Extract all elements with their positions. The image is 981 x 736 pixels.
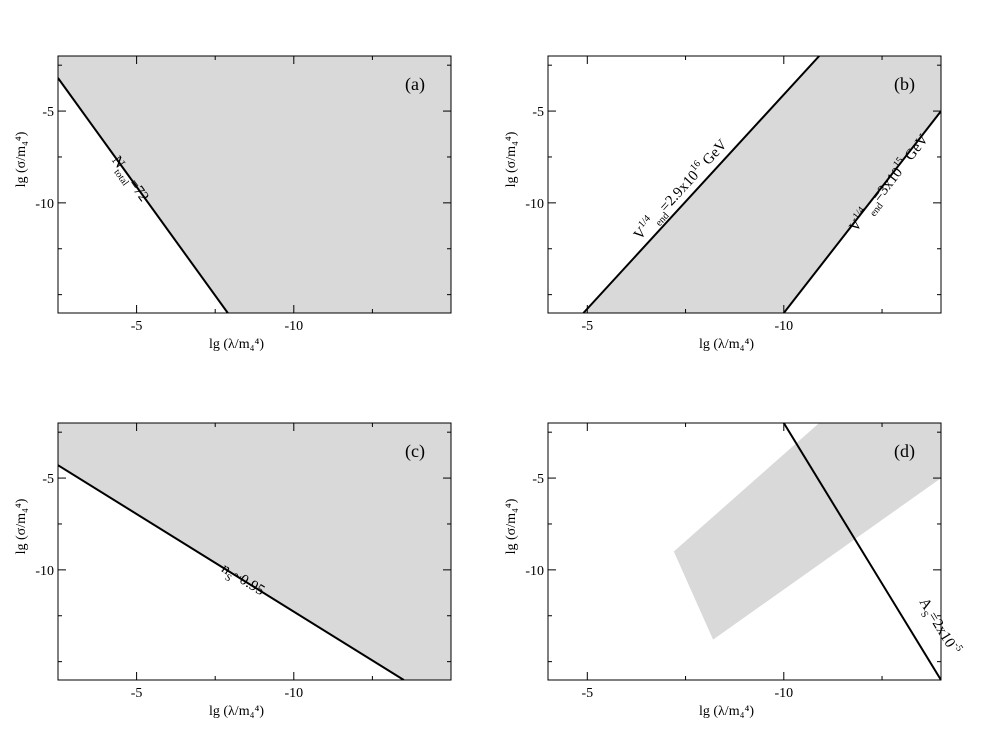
x-tick-label: -10 (284, 686, 303, 701)
x-tick-label: -5 (581, 319, 593, 334)
plot-frame (57, 422, 452, 681)
panel-d: -5 -10 -5 -10 lg (λ/m₄⁴) lg (σ/m₄⁴) (d) AS=2x10… (504, 422, 965, 719)
x-tick-label: -10 (774, 319, 793, 334)
panel-tag: (b) (894, 74, 915, 95)
y-tick-label: -10 (525, 564, 544, 579)
y-tick-label: -10 (35, 564, 54, 579)
x-tick-label: -10 (774, 686, 793, 701)
plot-frame (57, 55, 452, 314)
plot-area (582, 56, 941, 313)
panel-tag: (c) (405, 441, 425, 462)
x-axis-label: lg (λ/m₄⁴) (209, 704, 264, 719)
boundary-line (783, 110, 941, 313)
y-tick-label: -10 (35, 197, 54, 212)
x-tick-label: -5 (131, 686, 143, 701)
x-axis-label: lg (λ/m₄⁴) (699, 337, 754, 352)
boundary-line (58, 77, 229, 313)
shaded-region (583, 56, 941, 313)
y-axis-label: lg (σ/m₄⁴) (14, 498, 29, 554)
plot-area (58, 56, 451, 313)
boundary-line (782, 423, 941, 680)
plot-frame (547, 422, 942, 681)
y-tick-label: -5 (42, 105, 54, 120)
boundary-line (58, 464, 405, 680)
plot-area (673, 423, 941, 680)
panel-tag: (a) (405, 74, 425, 95)
y-tick-label: -5 (532, 105, 544, 120)
shaded-region (673, 423, 941, 640)
y-axis-label: lg (σ/m₄⁴) (14, 131, 29, 187)
y-axis-label: lg (σ/m₄⁴) (504, 498, 519, 554)
boundary-line (582, 56, 820, 313)
plot-area (58, 423, 451, 680)
y-tick-label: -10 (525, 197, 544, 212)
plot-frame (547, 55, 942, 314)
y-tick-label: -5 (532, 472, 544, 487)
shaded-region (58, 56, 451, 313)
x-tick-label: -5 (581, 686, 593, 701)
shaded-region (58, 423, 451, 680)
y-tick-label: -5 (42, 472, 54, 487)
x-tick-label: -10 (284, 319, 303, 334)
x-axis-label: lg (λ/m₄⁴) (209, 337, 264, 352)
curve-label: AS=2x10-5 (912, 594, 965, 660)
x-axis-label: lg (λ/m₄⁴) (699, 704, 754, 719)
y-axis-label: lg (σ/m₄⁴) (504, 131, 519, 187)
panel-tag: (d) (894, 441, 915, 462)
x-tick-label: -5 (131, 319, 143, 334)
